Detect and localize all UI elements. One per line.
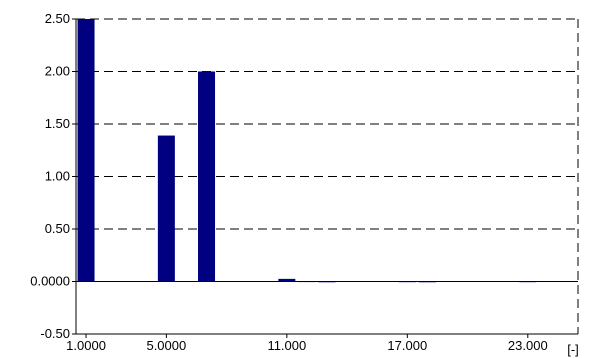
x-tick-labels: 1.0000 5.0000 11.000 17.000 23.000 xyxy=(66,338,548,353)
y-tick-label: 2.50 xyxy=(45,11,70,26)
grid-lines xyxy=(76,18,579,334)
x-tick-label: 23.000 xyxy=(508,338,548,353)
bar xyxy=(77,19,95,282)
y-tick-label: 0.0000 xyxy=(30,274,70,289)
bar xyxy=(198,71,216,282)
y-tick-label: -0.50 xyxy=(40,326,70,341)
x-tick-label: 11.000 xyxy=(267,338,306,353)
y-tick-label: 0.50 xyxy=(45,221,70,236)
bar xyxy=(278,278,296,282)
x-tick-label: 5.0000 xyxy=(146,338,186,353)
x-tick-label: 1.0000 xyxy=(66,338,106,353)
y-tick-labels: 2.50 2.00 1.50 1.00 0.50 0.0000 -0.50 xyxy=(30,11,70,341)
bars xyxy=(77,19,537,283)
x-unit-label: [-] xyxy=(567,342,579,357)
y-tick-label: 1.00 xyxy=(45,169,70,184)
axes xyxy=(72,18,578,338)
x-tick-label: 17.000 xyxy=(387,338,427,353)
bar xyxy=(157,135,175,282)
y-tick-label: 1.50 xyxy=(45,116,70,131)
y-tick-label: 2.00 xyxy=(45,64,70,79)
